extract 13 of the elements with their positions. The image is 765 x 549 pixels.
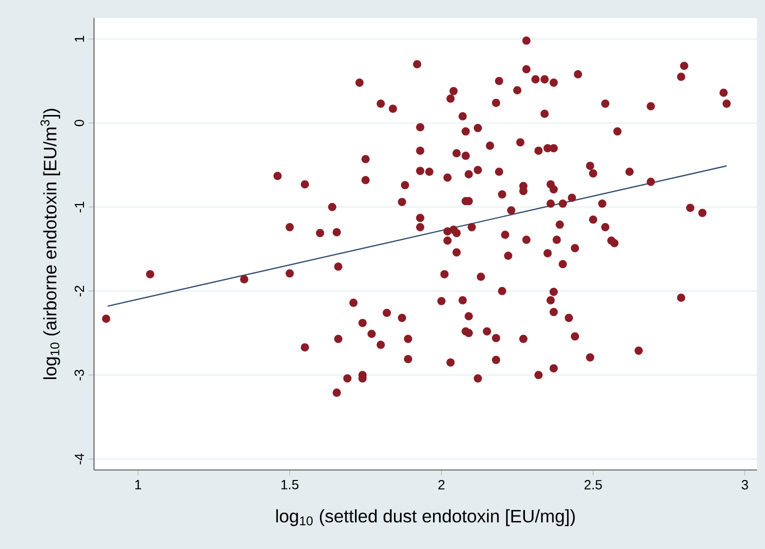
x-axis-title: log$_{10}$ (settled dust endotoxin [EU/mg]) (276, 509, 575, 526)
y-tick-label: -2 (74, 286, 84, 296)
y-tick-label: 1 (74, 36, 84, 42)
y-tick-label: 0 (74, 120, 84, 126)
x-tick-label: 1 (135, 480, 142, 490)
x-tick-label: 1.5 (281, 480, 298, 490)
y-axis-title: log$_{10}$ (airborne endotoxin [EU/m$^{3}$]) (40, 108, 60, 380)
y-tick-label: -4 (74, 454, 84, 464)
y-tick-label: -3 (74, 370, 84, 380)
x-tick-label: 3 (742, 480, 748, 490)
x-tick-label: 2 (438, 480, 444, 490)
y-tick-label: -1 (74, 202, 84, 212)
x-tick-label: 2.5 (584, 480, 602, 490)
